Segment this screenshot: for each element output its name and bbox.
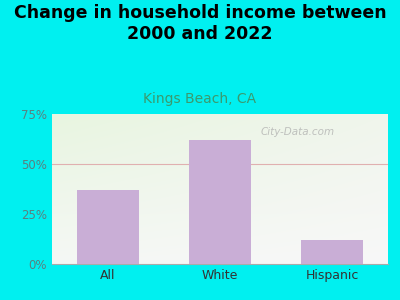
Text: Kings Beach, CA: Kings Beach, CA xyxy=(144,92,256,106)
Bar xyxy=(77,190,139,264)
Text: City-Data.com: City-Data.com xyxy=(260,127,334,137)
Bar xyxy=(189,140,251,264)
Bar xyxy=(301,240,363,264)
Text: Change in household income between
2000 and 2022: Change in household income between 2000 … xyxy=(14,4,386,43)
